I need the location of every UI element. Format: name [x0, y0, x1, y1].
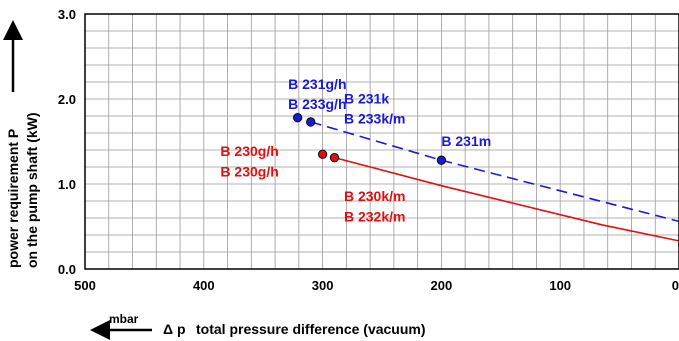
- series-annotation-label: B 231m: [441, 133, 491, 149]
- data-point-marker: [329, 152, 340, 163]
- y-tick-label: 0.0: [58, 262, 76, 277]
- series-annotation-label: B 231k: [344, 90, 389, 106]
- series-annotation-label: B 232k/m: [344, 208, 405, 224]
- data-point-marker: [317, 149, 328, 159]
- x-tick-label: 300: [312, 278, 334, 293]
- x-axis-label: total pressure difference (vacuum): [196, 321, 426, 337]
- x-axis-symbol: Δ p: [163, 321, 186, 337]
- y-tick-label: 3.0: [58, 7, 76, 22]
- series-annotation-label: B 231g/h: [288, 76, 346, 92]
- data-point-marker: [293, 113, 303, 123]
- series-line-1: [310, 121, 679, 223]
- series-annotation-label: B 230k/m: [344, 188, 405, 204]
- y-axis-label-line2: on the pump shaft (kW): [24, 112, 40, 268]
- series-annotation-label: B 230g/h: [220, 163, 278, 179]
- tick-labels: 500 400 300 200 100 0 0.0 1.0 2.0 3.0: [58, 7, 679, 293]
- y-tick-label: 1.0: [58, 177, 76, 192]
- data-point-marker: [306, 117, 316, 127]
- series-annotation-label: B 230g/h: [220, 143, 278, 159]
- series-annotations: B 231g/h B 233g/hB 231k B 233k/m B 231m B 23…: [220, 76, 491, 225]
- series-line-2: [334, 156, 679, 242]
- y-axis-label-line1: power requirement P: [5, 129, 21, 268]
- x-tick-label: 200: [431, 278, 453, 293]
- x-axis-unit: mbar: [109, 312, 139, 326]
- series-annotation-label: B 233k/m: [344, 111, 405, 127]
- x-tick-label: 400: [193, 278, 215, 293]
- plot-frame: [84, 13, 679, 270]
- series-annotation-label: B 233g/h: [288, 96, 346, 112]
- x-tick-label: 500: [74, 278, 96, 293]
- y-tick-label: 2.0: [58, 92, 76, 107]
- data-markers: [293, 113, 447, 165]
- grid: [85, 14, 679, 269]
- x-tick-label: 0: [672, 278, 679, 293]
- data-point-marker: [436, 155, 447, 165]
- x-tick-label: 100: [549, 278, 571, 293]
